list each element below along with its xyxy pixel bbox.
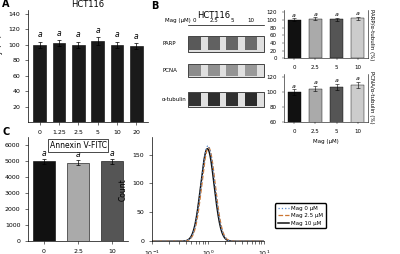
Title: HCT116: HCT116: [72, 1, 104, 9]
Bar: [330, 19, 343, 58]
Legend: Mag 0 μM, Mag 2.5 μM, Mag 10 μM: Mag 0 μM, Mag 2.5 μM, Mag 10 μM: [275, 203, 326, 228]
Bar: [352, 85, 364, 166]
Text: a: a: [314, 11, 317, 17]
Text: B: B: [151, 1, 159, 11]
Text: α-tubulin: α-tubulin: [162, 97, 187, 102]
Bar: [245, 37, 257, 50]
Bar: [91, 41, 104, 122]
Text: a: a: [356, 76, 360, 81]
Text: a: a: [110, 149, 115, 157]
Y-axis label: Count: Count: [118, 178, 127, 201]
Bar: [53, 43, 65, 122]
Text: a: a: [115, 30, 119, 39]
Text: a: a: [76, 30, 81, 39]
Bar: [226, 93, 238, 106]
Y-axis label: PARP/α-tubulin (%): PARP/α-tubulin (%): [368, 9, 374, 60]
Bar: [330, 87, 343, 166]
Bar: [208, 93, 220, 106]
X-axis label: Mag (μM): Mag (μM): [313, 139, 339, 145]
Bar: [309, 88, 322, 166]
Bar: [245, 65, 257, 76]
Text: a: a: [38, 30, 42, 39]
Text: a: a: [356, 11, 360, 16]
Text: 10: 10: [247, 18, 254, 23]
Bar: [352, 18, 364, 58]
Y-axis label: Cell Viability (%): Cell Viability (%): [0, 34, 3, 98]
Bar: [130, 46, 142, 122]
Bar: [309, 19, 322, 58]
Text: a: a: [134, 32, 138, 41]
Text: 5: 5: [231, 18, 234, 23]
Y-axis label: PCNA/α-tubulin (%): PCNA/α-tubulin (%): [368, 71, 374, 124]
Bar: [226, 37, 238, 50]
Bar: [188, 64, 264, 77]
Text: 2.5: 2.5: [210, 18, 218, 23]
Bar: [288, 92, 300, 166]
Bar: [111, 45, 123, 122]
Text: 0: 0: [193, 18, 196, 23]
Text: PCNA: PCNA: [162, 68, 177, 73]
X-axis label: Mag (μM): Mag (μM): [70, 140, 106, 149]
Text: Annexin V-FITC: Annexin V-FITC: [50, 141, 106, 150]
Bar: [245, 93, 257, 106]
Text: Mag (μM): Mag (μM): [166, 18, 191, 23]
Bar: [72, 45, 85, 122]
Bar: [32, 161, 55, 241]
Text: a: a: [292, 13, 296, 18]
X-axis label: Mag (μM): Mag (μM): [313, 76, 339, 81]
Text: a: a: [292, 84, 296, 88]
Bar: [189, 93, 200, 106]
Bar: [188, 36, 264, 52]
Text: a: a: [95, 26, 100, 35]
Bar: [189, 37, 200, 50]
Text: a: a: [314, 80, 317, 85]
Bar: [101, 161, 124, 241]
Text: PARP: PARP: [162, 41, 176, 46]
Bar: [226, 65, 238, 76]
Text: C: C: [2, 127, 9, 137]
Text: a: a: [76, 150, 80, 159]
Bar: [288, 20, 300, 58]
Bar: [208, 65, 220, 76]
Text: a: a: [335, 12, 338, 17]
Text: a: a: [57, 29, 61, 38]
Text: A: A: [2, 0, 9, 9]
Text: HCT116: HCT116: [198, 11, 230, 20]
Bar: [188, 92, 264, 107]
Bar: [67, 163, 89, 241]
Text: a: a: [41, 149, 46, 157]
Bar: [189, 65, 200, 76]
Text: a: a: [335, 78, 338, 83]
Bar: [208, 37, 220, 50]
Bar: [34, 45, 46, 122]
